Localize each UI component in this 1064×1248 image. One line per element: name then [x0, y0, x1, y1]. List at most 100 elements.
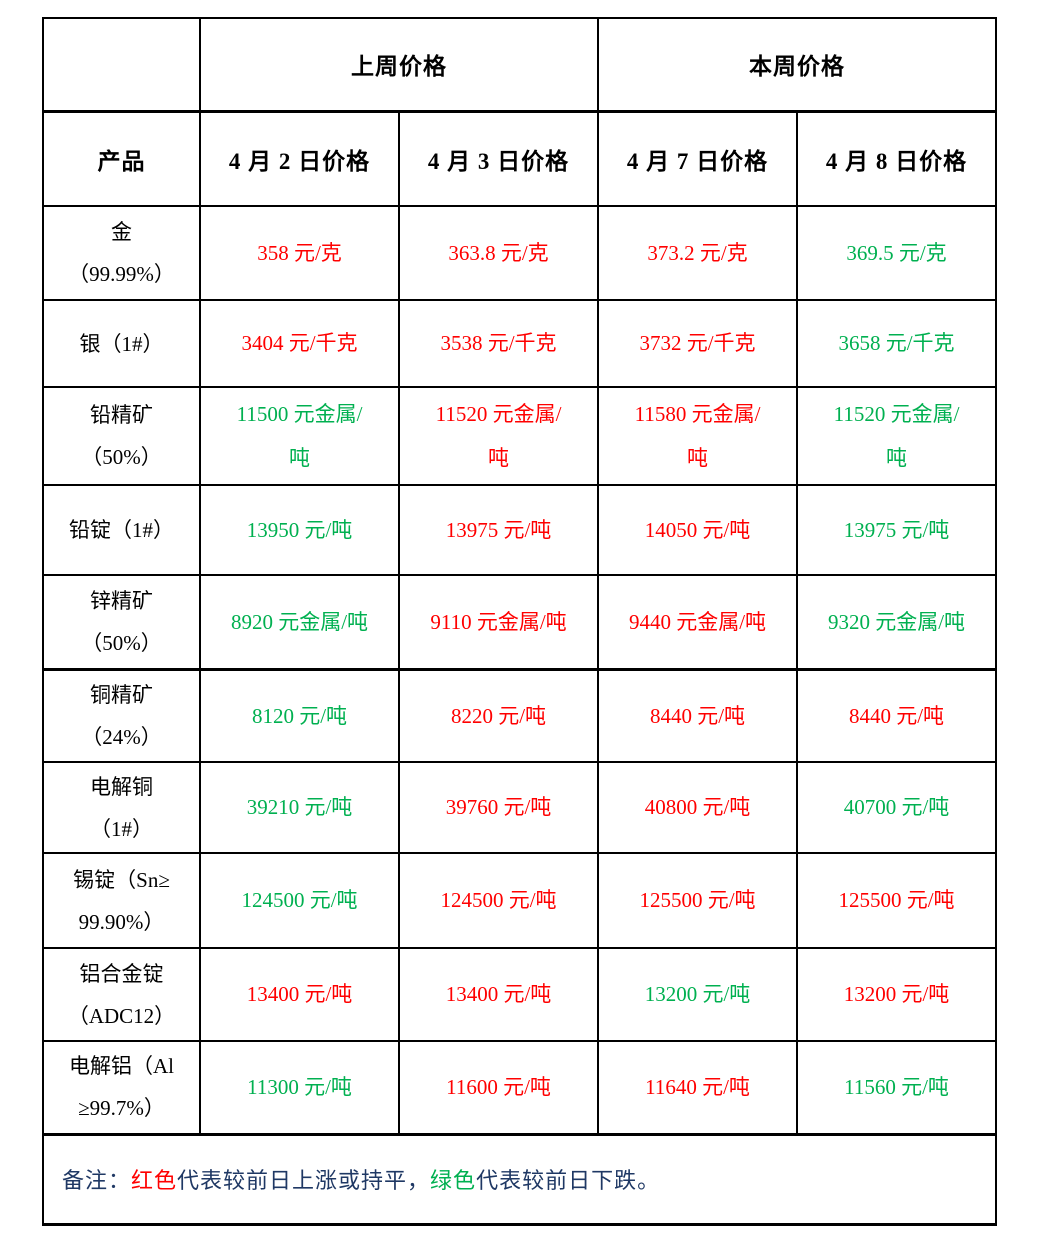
- price-value-line: 369.5 元/克: [846, 240, 947, 265]
- price-cell: 125500 元/吨: [597, 852, 798, 949]
- price-cell: 373.2 元/克: [597, 205, 798, 301]
- price-cell: 3404 元/千克: [199, 299, 400, 388]
- price-value-line: 125500 元/吨: [838, 888, 955, 913]
- price-value-line: 8220 元/吨: [450, 703, 547, 728]
- table-row: 电解铝（Al ≥99.7%） 11300 元/吨 11600 元/吨 11640 元/吨…: [42, 1040, 997, 1136]
- price-value-line: 8440 元/吨: [649, 703, 746, 728]
- product-cell: 电解铜 （1#）: [42, 761, 201, 854]
- price-cell: 124500 元/吨: [398, 852, 599, 949]
- price-value-line: 39210 元/吨: [246, 795, 353, 820]
- price-value-line: 8920 元金属/吨: [230, 609, 369, 634]
- header-this-week: 本周价格: [597, 17, 997, 113]
- price-cell: 8440 元/吨: [796, 668, 997, 763]
- note-cell: 备注：红色代表较前日上涨或持平，绿色代表较前日下跌。: [42, 1133, 997, 1226]
- product-label-line: 铝合金锭: [79, 961, 164, 986]
- price-cell: 40800 元/吨: [597, 761, 798, 854]
- price-value-line: 13400 元/吨: [445, 982, 552, 1007]
- price-cell: 3658 元/千克: [796, 299, 997, 388]
- price-cell: 11500 元金属/吨: [199, 386, 400, 486]
- price-cell: 13950 元/吨: [199, 484, 400, 576]
- price-value-line: 40700 元/吨: [843, 795, 950, 820]
- price-cell: 14050 元/吨: [597, 484, 798, 576]
- price-value-line: 吨: [488, 446, 509, 470]
- product-cell: 银（1#）: [42, 299, 201, 388]
- table-row: 铅锭（1#） 13950 元/吨 13975 元/吨 14050 元/吨 13975 元…: [42, 484, 997, 576]
- price-cell: 3538 元/千克: [398, 299, 599, 388]
- price-value-line: 40800 元/吨: [644, 795, 751, 820]
- product-cell: 铅锭（1#）: [42, 484, 201, 576]
- price-cell: 9110 元金属/吨: [398, 574, 599, 671]
- price-value-line: 13975 元/吨: [445, 517, 552, 542]
- price-value-line: 13950 元/吨: [246, 517, 353, 542]
- price-cell: 13400 元/吨: [199, 947, 400, 1042]
- product-label-line: 锡锭（Sn≥: [73, 867, 170, 892]
- price-cell: 9440 元金属/吨: [597, 574, 798, 671]
- price-cell: 8120 元/吨: [199, 668, 400, 763]
- product-label-line: 铅精矿: [90, 403, 153, 427]
- price-cell: 8440 元/吨: [597, 668, 798, 763]
- note-segment: 红色: [131, 1168, 178, 1193]
- note-row: 备注：红色代表较前日上涨或持平，绿色代表较前日下跌。: [42, 1133, 997, 1226]
- price-cell: 40700 元/吨: [796, 761, 997, 854]
- product-label-line: （ADC12）: [67, 1003, 176, 1028]
- price-value-line: 9110 元金属/吨: [430, 609, 567, 634]
- price-cell: 11300 元/吨: [199, 1040, 400, 1136]
- header-date-apr3: 4 月 3 日价格: [398, 110, 599, 207]
- price-value-line: 9320 元金属/吨: [827, 609, 966, 634]
- table-row: 铅精矿 （50%） 11500 元金属/吨 11520 元金属/吨 11580 元金属/…: [42, 386, 997, 486]
- price-value-line: 11520 元金属/: [833, 401, 960, 426]
- price-value-line: 13200 元/吨: [843, 982, 950, 1007]
- price-value-line: 13200 元/吨: [644, 982, 751, 1007]
- product-cell: 铝合金锭 （ADC12）: [42, 947, 201, 1042]
- price-value-line: 8440 元/吨: [848, 703, 945, 728]
- price-cell: 13200 元/吨: [597, 947, 798, 1042]
- price-cell: 39210 元/吨: [199, 761, 400, 854]
- table-row: 铜精矿 （24%） 8120 元/吨 8220 元/吨 8440 元/吨 8440 元/吨: [42, 668, 997, 763]
- product-cell: 铅精矿 （50%）: [42, 386, 201, 486]
- price-value-line: 13400 元/吨: [246, 982, 353, 1007]
- product-cell: 电解铝（Al ≥99.7%）: [42, 1040, 201, 1136]
- price-value-line: 3658 元/千克: [838, 331, 955, 356]
- table-row: 电解铜 （1#） 39210 元/吨 39760 元/吨 40800 元/吨 40700 …: [42, 761, 997, 854]
- product-cell: 锡锭（Sn≥ 99.90%）: [42, 852, 201, 949]
- price-value-line: 358 元/克: [257, 240, 342, 265]
- price-cell: 11560 元/吨: [796, 1040, 997, 1136]
- product-label-line: （50%）: [81, 445, 162, 469]
- price-value-line: 124500 元/吨: [440, 888, 557, 913]
- price-cell: 13400 元/吨: [398, 947, 599, 1042]
- price-value-line: 8120 元/吨: [251, 703, 348, 728]
- product-label-line: 铜精矿: [90, 682, 153, 707]
- price-cell: 358 元/克: [199, 205, 400, 301]
- price-value-line: 3538 元/千克: [440, 331, 557, 356]
- price-value-line: 吨: [886, 446, 907, 470]
- price-cell: 11580 元金属/吨: [597, 386, 798, 486]
- price-value-line: 14050 元/吨: [644, 517, 751, 542]
- table-row: 金 （99.99%） 358 元/克 363.8 元/克 373.2 元/克 369.5 …: [42, 205, 997, 301]
- product-label-line: 电解铜: [90, 774, 153, 799]
- table-row: 锌精矿 （50%） 8920 元金属/吨 9110 元金属/吨 9440 元金属/吨 93…: [42, 574, 997, 671]
- price-cell: 11520 元金属/吨: [398, 386, 599, 486]
- price-table: 上周价格 本周价格 产品 4 月 2 日价格 4 月 3 日价格 4 月 7 日…: [42, 17, 997, 1226]
- price-value-line: 11640 元/吨: [645, 1075, 750, 1100]
- price-cell: 8920 元金属/吨: [199, 574, 400, 671]
- price-value-line: 吨: [687, 446, 708, 470]
- price-cell: 369.5 元/克: [796, 205, 997, 301]
- price-cell: 124500 元/吨: [199, 852, 400, 949]
- price-value-line: 11520 元金属/: [435, 401, 562, 426]
- column-header-row: 产品 4 月 2 日价格 4 月 3 日价格 4 月 7 日价格 4 月 8 日…: [42, 110, 997, 207]
- price-cell: 8220 元/吨: [398, 668, 599, 763]
- price-value-line: 吨: [289, 446, 310, 470]
- price-value-line: 124500 元/吨: [241, 888, 358, 913]
- price-cell: 13975 元/吨: [398, 484, 599, 576]
- price-table-body: 金 （99.99%） 358 元/克 363.8 元/克 373.2 元/克 369.5 …: [42, 205, 997, 1226]
- price-value-line: 11580 元金属/: [634, 401, 761, 426]
- price-cell: 9320 元金属/吨: [796, 574, 997, 671]
- price-value-line: 9440 元金属/吨: [628, 609, 767, 634]
- price-value-line: 39760 元/吨: [445, 795, 552, 820]
- price-cell: 11640 元/吨: [597, 1040, 798, 1136]
- price-cell: 39760 元/吨: [398, 761, 599, 854]
- product-label-line: ≥99.7%）: [78, 1096, 165, 1121]
- header-product: 产品: [42, 110, 201, 207]
- note-segment: 绿色: [430, 1168, 477, 1193]
- product-cell: 铜精矿 （24%）: [42, 668, 201, 763]
